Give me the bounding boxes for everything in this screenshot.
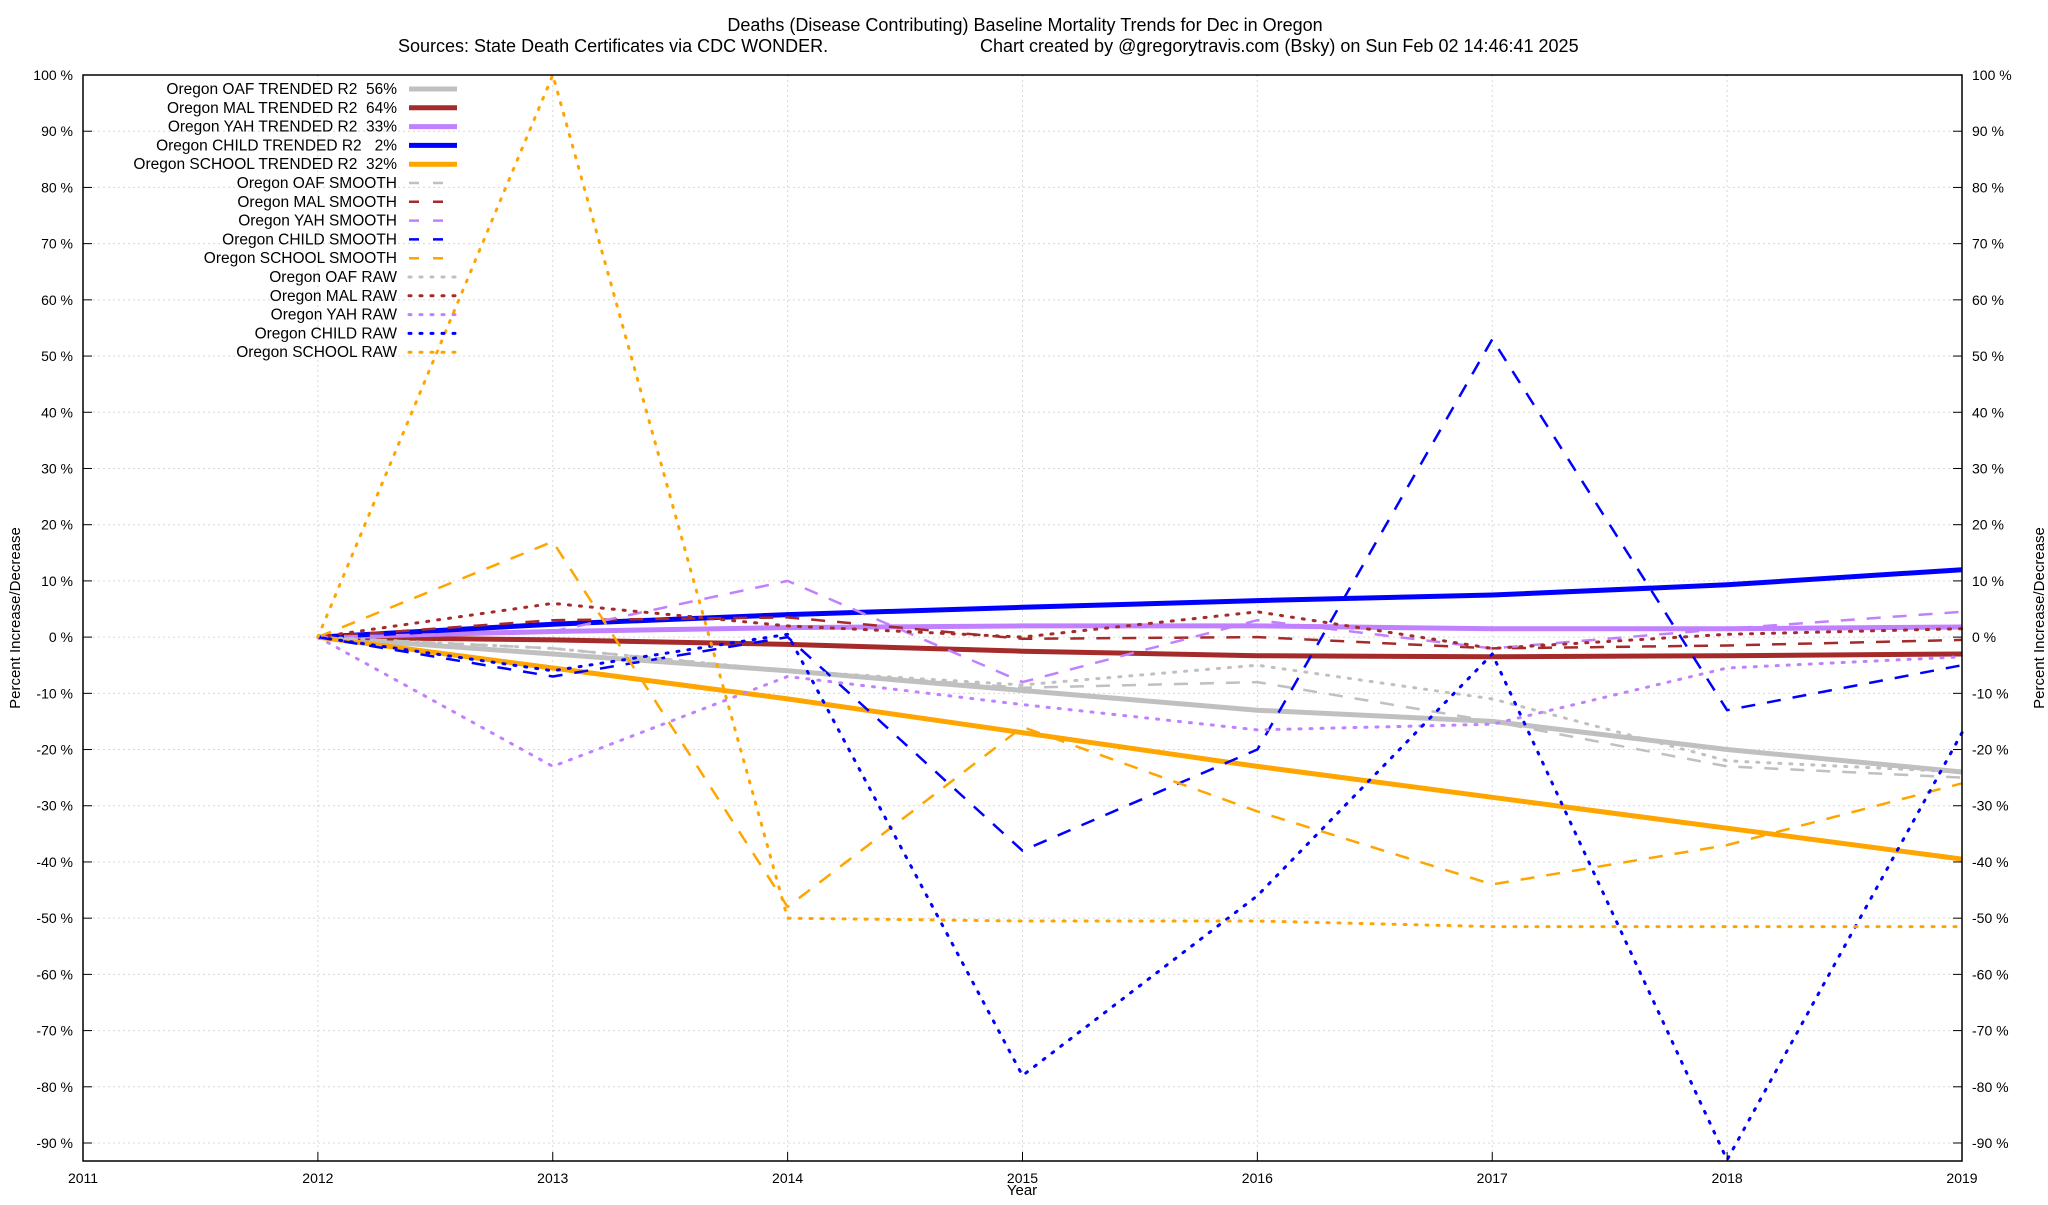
y2-tick-label: 60 % bbox=[1972, 292, 2004, 308]
y-tick-label: -60 % bbox=[36, 966, 73, 982]
y2-axis-label: Percent Increase/Decrease bbox=[2031, 527, 2048, 709]
legend-label: Oregon YAH RAW bbox=[271, 307, 398, 324]
series-line-oregon-child-trended-r2-2 bbox=[317, 567, 1963, 640]
y-tick-label: 10 % bbox=[41, 573, 73, 589]
series-line-oregon-mal-raw bbox=[316, 601, 1964, 650]
y2-tick-label: 10 % bbox=[1972, 573, 2004, 589]
y2-tick-label: -70 % bbox=[1972, 1023, 2009, 1039]
y2-tick-label: -50 % bbox=[1972, 910, 2009, 926]
axes: 100 % 100 % 90 % 90 % 80 % 80 % 70 % 70 % 60 % 60… bbox=[33, 67, 2011, 1186]
y-tick-label: -50 % bbox=[36, 910, 73, 926]
legend: Oregon OAF TRENDED R2 56% Oregon MAL TREN… bbox=[133, 81, 459, 361]
legend-label: Oregon YAH SMOOTH bbox=[238, 213, 397, 230]
chart-title: Deaths (Disease Contributing) Baseline M… bbox=[727, 15, 1322, 35]
legend-label: Oregon MAL SMOOTH bbox=[237, 194, 397, 211]
y-tick-label: -10 % bbox=[36, 685, 73, 701]
series-line-oregon-yah-smooth bbox=[317, 579, 1963, 684]
y-tick-label: 50 % bbox=[41, 348, 73, 364]
y2-tick-label: -10 % bbox=[1972, 685, 2009, 701]
y-tick-label: -30 % bbox=[36, 798, 73, 814]
legend-label: Oregon YAH TRENDED R2 33% bbox=[168, 119, 397, 136]
series-lines bbox=[316, 73, 1964, 1162]
legend-label: Oregon SCHOOL TRENDED R2 32% bbox=[133, 156, 397, 173]
y2-tick-label: 90 % bbox=[1972, 123, 2004, 139]
x-axis-label: Year bbox=[1007, 1182, 1037, 1199]
legend-label: Oregon OAF RAW bbox=[269, 269, 397, 286]
y-tick-label: -90 % bbox=[36, 1135, 73, 1151]
y2-tick-label: 20 % bbox=[1972, 517, 2004, 533]
y-tick-label: 80 % bbox=[41, 179, 73, 195]
y-tick-label: 20 % bbox=[41, 517, 73, 533]
x-tick-label: 2017 bbox=[1477, 1170, 1508, 1186]
y-tick-label: -20 % bbox=[36, 742, 73, 758]
series-line-oregon-oaf-raw bbox=[316, 635, 1964, 774]
y2-tick-label: -30 % bbox=[1972, 798, 2009, 814]
plot-frame bbox=[82, 74, 1963, 1162]
series-line-oregon-school-raw bbox=[316, 73, 1964, 929]
y-tick-label: -70 % bbox=[36, 1023, 73, 1039]
x-tick-label: 2013 bbox=[537, 1170, 568, 1186]
legend-label: Oregon CHILD RAW bbox=[255, 325, 398, 342]
y2-tick-label: -90 % bbox=[1972, 1135, 2009, 1151]
chart-subtitle-credit: Chart created by @gregorytravis.com (Bsk… bbox=[980, 36, 1579, 56]
x-tick-label: 2012 bbox=[302, 1170, 333, 1186]
x-tick-label: 2019 bbox=[1946, 1170, 1977, 1186]
y2-tick-label: -80 % bbox=[1972, 1079, 2009, 1095]
y2-tick-label: -60 % bbox=[1972, 966, 2009, 982]
y-tick-label: -40 % bbox=[36, 854, 73, 870]
legend-label: Oregon OAF TRENDED R2 56% bbox=[166, 81, 397, 98]
y2-tick-label: 80 % bbox=[1972, 179, 2004, 195]
y-tick-label: 60 % bbox=[41, 292, 73, 308]
y2-tick-label: 70 % bbox=[1972, 236, 2004, 252]
series-line-oregon-child-raw bbox=[316, 632, 1964, 1162]
y-axis-label: Percent Increase/Decrease bbox=[7, 527, 24, 709]
series-line-oregon-yah-trended-r2-33 bbox=[317, 623, 1963, 640]
y-tick-label: 40 % bbox=[41, 404, 73, 420]
y2-tick-label: -40 % bbox=[1972, 854, 2009, 870]
x-tick-label: 2011 bbox=[68, 1170, 98, 1186]
y-tick-label: 70 % bbox=[41, 236, 73, 252]
y2-tick-label: 100 % bbox=[1972, 67, 2012, 83]
series-line-oregon-oaf-smooth bbox=[317, 635, 1963, 779]
x-tick-label: 2014 bbox=[772, 1170, 803, 1186]
legend-label: Oregon MAL TRENDED R2 64% bbox=[167, 100, 397, 117]
x-tick-label: 2016 bbox=[1242, 1170, 1273, 1186]
series-line-oregon-school-trended-r2-32 bbox=[317, 634, 1963, 862]
y-tick-label: 100 % bbox=[33, 67, 73, 83]
series-line-oregon-oaf-trended-r2-56 bbox=[317, 634, 1963, 775]
legend-label: Oregon CHILD TRENDED R2 2% bbox=[156, 137, 397, 154]
y-tick-label: -80 % bbox=[36, 1079, 73, 1095]
series-line-oregon-mal-trended-r2-64 bbox=[317, 634, 1963, 660]
legend-label: Oregon MAL RAW bbox=[270, 288, 398, 305]
legend-label: Oregon SCHOOL SMOOTH bbox=[204, 250, 397, 267]
series-line-oregon-child-smooth bbox=[317, 337, 1963, 852]
chart-subtitle-sources: Sources: State Death Certificates via CD… bbox=[398, 36, 828, 56]
legend-label: Oregon OAF SMOOTH bbox=[237, 175, 397, 192]
legend-label: Oregon CHILD SMOOTH bbox=[222, 231, 397, 248]
x-tick-label: 2015 bbox=[1007, 1170, 1038, 1186]
y2-tick-label: 50 % bbox=[1972, 348, 2004, 364]
x-tick-label: 2018 bbox=[1712, 1170, 1743, 1186]
y2-tick-label: 40 % bbox=[1972, 404, 2004, 420]
y2-tick-label: 30 % bbox=[1972, 460, 2004, 476]
y-tick-label: 90 % bbox=[41, 123, 73, 139]
y-tick-label: 0 % bbox=[49, 629, 73, 645]
legend-label: Oregon SCHOOL RAW bbox=[236, 344, 397, 361]
y-tick-label: 30 % bbox=[41, 460, 73, 476]
series-line-oregon-school-smooth bbox=[317, 540, 1963, 909]
y2-tick-label: -20 % bbox=[1972, 742, 2009, 758]
y2-tick-label: 0 % bbox=[1972, 629, 1996, 645]
series-line-oregon-yah-raw bbox=[316, 635, 1964, 768]
